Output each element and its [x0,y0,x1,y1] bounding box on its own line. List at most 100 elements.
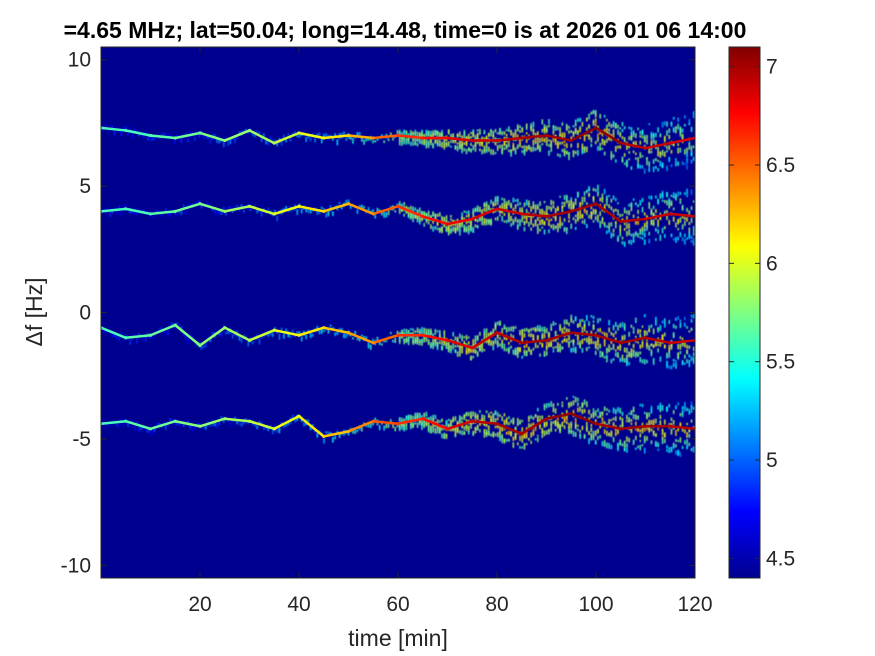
series-3-point [544,338,549,342]
series-4-point [124,419,128,423]
series-3-point [643,336,648,340]
series-1-point [124,128,128,133]
series-4-point [520,432,524,436]
series-1-point [198,131,202,135]
colorbar-tick-label: 6.5 [766,154,795,177]
series-4-point [346,429,351,433]
series-4-point [445,427,450,431]
series-4-point [198,424,202,428]
series-1-point [396,133,400,138]
series-3-point [668,341,672,345]
series-3-trace [101,323,695,350]
series-3-point [396,333,400,337]
x-tick-label: 100 [578,593,613,616]
colorbar [729,47,760,578]
x-tick-label: 120 [677,593,712,616]
series-3-point [594,333,598,337]
series-3-point [619,341,623,345]
series-2-point [643,217,648,221]
series-1-point [569,138,573,143]
series-4-point [173,419,177,423]
series-4-point [396,422,400,426]
series-4-point [470,419,474,423]
series-3-point [124,336,128,340]
series-3-point [247,338,252,342]
series-1-point [173,136,177,140]
series-2-point [544,214,549,219]
series-2-point [223,209,227,213]
series-1-point [520,136,524,140]
series-1-point [346,133,351,138]
series-1-point [322,136,326,140]
series-2-point [520,212,524,216]
colorbar-frame [728,46,761,579]
series-4-point [272,427,276,431]
series-2-point [322,209,326,213]
series-1-point [470,138,474,143]
series-2-point [569,209,573,213]
series-3-point [346,331,351,335]
series-2-point [198,202,202,206]
series-4-point [148,427,153,431]
x-tick-label: 80 [485,593,508,616]
series-2-point [619,219,623,224]
y-tick-label: -10 [61,554,91,577]
series-1-trace [101,126,695,150]
series-1-point [445,136,450,140]
y-axis-label: Δf [Hz] [21,277,47,346]
colorbar-tick-label: 7 [766,56,778,79]
series-3-point [198,343,202,347]
series-1-point [643,146,648,150]
colorbar-tick-label: 5 [766,449,778,472]
series-1-point [668,141,672,145]
series-3-point [223,326,227,330]
series-3-point [148,333,153,337]
series-1-point [247,128,252,133]
series-1-point [223,138,227,143]
y-tick-label: -5 [72,428,91,451]
series-1-point [148,133,153,138]
series-3-point [297,333,301,337]
series-1-point [619,141,623,145]
series-4-point [371,419,375,423]
series-4-point [569,412,573,416]
series-3-point [322,326,326,330]
series-2-trace [101,202,695,226]
series-2-point [272,212,276,216]
series-2-point [297,204,301,208]
series-2-point [247,204,252,208]
series-4-point [544,417,549,421]
y-tick-label: 0 [79,302,91,325]
series-3-point [371,341,375,345]
y-axis: -10 -5 0 5 10 [61,49,695,577]
series-3-point [272,328,276,332]
y-tick-label: 5 [79,175,91,198]
chart-title: =4.65 MHz; lat=50.04; long=14.48, time=0… [64,17,747,43]
colorbar-tick-label: 5.5 [766,351,795,374]
series-2-point [668,212,672,216]
series-2-point [470,217,474,221]
series-3-point [421,333,425,337]
series-2-point [594,202,598,206]
plot-background [101,47,695,578]
series-4-point [643,424,648,428]
series-2-point [445,222,450,226]
x-tick-label: 60 [386,593,409,616]
x-tick-label: 20 [188,593,211,616]
series-4-point [421,417,425,421]
series-3-point [445,338,450,342]
y-tick-label: 10 [68,49,91,72]
series-4-point [322,434,326,438]
series-4-point [297,414,301,418]
colorbar-axis: 4.5 5 5.5 6 6.5 7 [729,56,795,570]
series-1-point [421,136,425,140]
x-axis: 20 40 60 80 100 120 [188,47,713,616]
series-2-point [148,212,153,216]
series-4-point [495,422,499,426]
series-1-point [272,141,276,145]
series-3-point [470,346,474,350]
series-2-point [124,207,128,211]
series-3-point [520,341,524,345]
x-axis-label: time [min] [348,625,448,651]
series-1-point [544,133,549,138]
